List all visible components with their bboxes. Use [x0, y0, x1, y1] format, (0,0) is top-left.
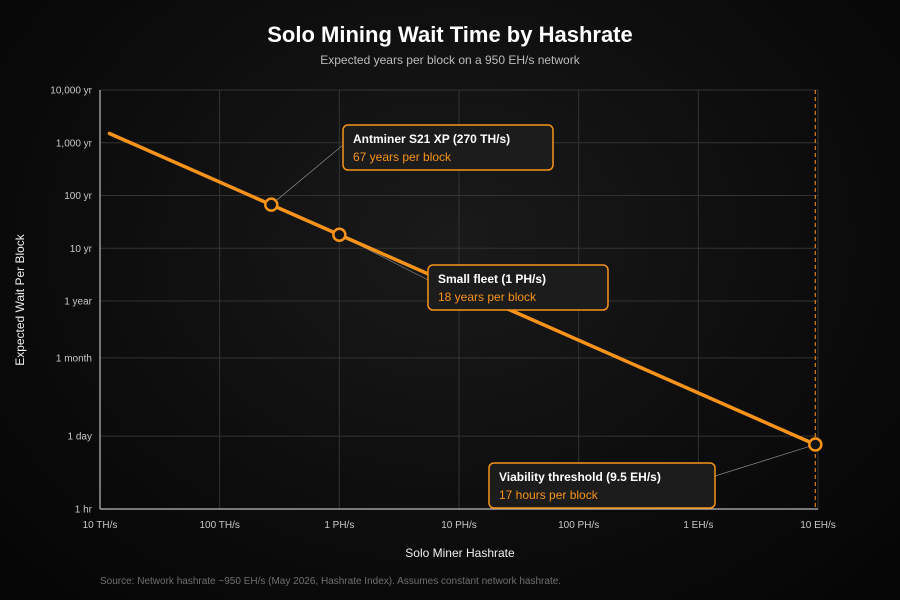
x-tick-label: 10 EH/s	[800, 520, 836, 531]
x-tick-label: 10 TH/s	[83, 520, 118, 531]
x-tick-label: 100 TH/s	[199, 520, 239, 531]
x-tick-label: 100 PH/s	[558, 520, 599, 531]
annotation-text: 17 hours per block	[499, 488, 599, 502]
annotation-leader-line	[271, 144, 344, 205]
data-marker	[808, 437, 823, 452]
y-tick-label: 1 month	[56, 353, 92, 364]
annotation-box	[427, 264, 609, 311]
annotation-box	[488, 462, 716, 509]
annotation-title: Antminer S21 XP (270 TH/s)	[353, 132, 510, 146]
y-tick-label: 100 yr	[64, 191, 92, 202]
y-tick-label: 10,000 yr	[50, 86, 92, 97]
y-tick-label: 10 yr	[70, 244, 93, 255]
chart-title: Solo Mining Wait Time by Hashrate	[267, 22, 633, 47]
x-tick-label: 1 EH/s	[683, 520, 713, 531]
markers-layer	[264, 197, 823, 452]
y-axis-label: Expected Wait Per Block	[13, 233, 27, 366]
axes	[99, 90, 818, 510]
x-tick-label: 1 PH/s	[324, 520, 354, 531]
y-tick-label: 1 year	[64, 297, 92, 308]
y-tick-label: 1,000 yr	[56, 138, 93, 149]
data-marker	[264, 197, 279, 212]
data-marker	[332, 227, 347, 243]
annotation-title: Viability threshold (9.5 EH/s)	[499, 470, 661, 484]
source-note: Source: Network hashrate ~950 EH/s (May …	[100, 576, 561, 587]
y-tick-label: 1 hr	[75, 505, 93, 516]
annotation-text: 18 years per block	[438, 290, 537, 304]
annotation-text: 67 years per block	[353, 150, 452, 164]
annotations-layer: Antminer S21 XP (270 TH/s) 67 years per b…	[342, 124, 716, 509]
y-tick-labels: 10,000 yr 1,000 yr 100 yr 10 yr 1 year 1 mont…	[50, 86, 92, 516]
annotation-leader-line	[714, 444, 816, 477]
x-tick-labels: 10 TH/s 100 TH/s 1 PH/s 10 PH/s 100 PH/s 1 EH…	[83, 520, 836, 531]
chart-subtitle: Expected years per block on a 950 EH/s n…	[320, 53, 580, 67]
x-axis-label: Solo Miner Hashrate	[405, 546, 515, 560]
annotation-box	[342, 124, 554, 171]
x-tick-label: 10 PH/s	[441, 520, 477, 531]
y-tick-label: 1 day	[68, 432, 92, 443]
grid	[99, 89, 819, 510]
annotation-title: Small fleet (1 PH/s)	[438, 272, 546, 286]
